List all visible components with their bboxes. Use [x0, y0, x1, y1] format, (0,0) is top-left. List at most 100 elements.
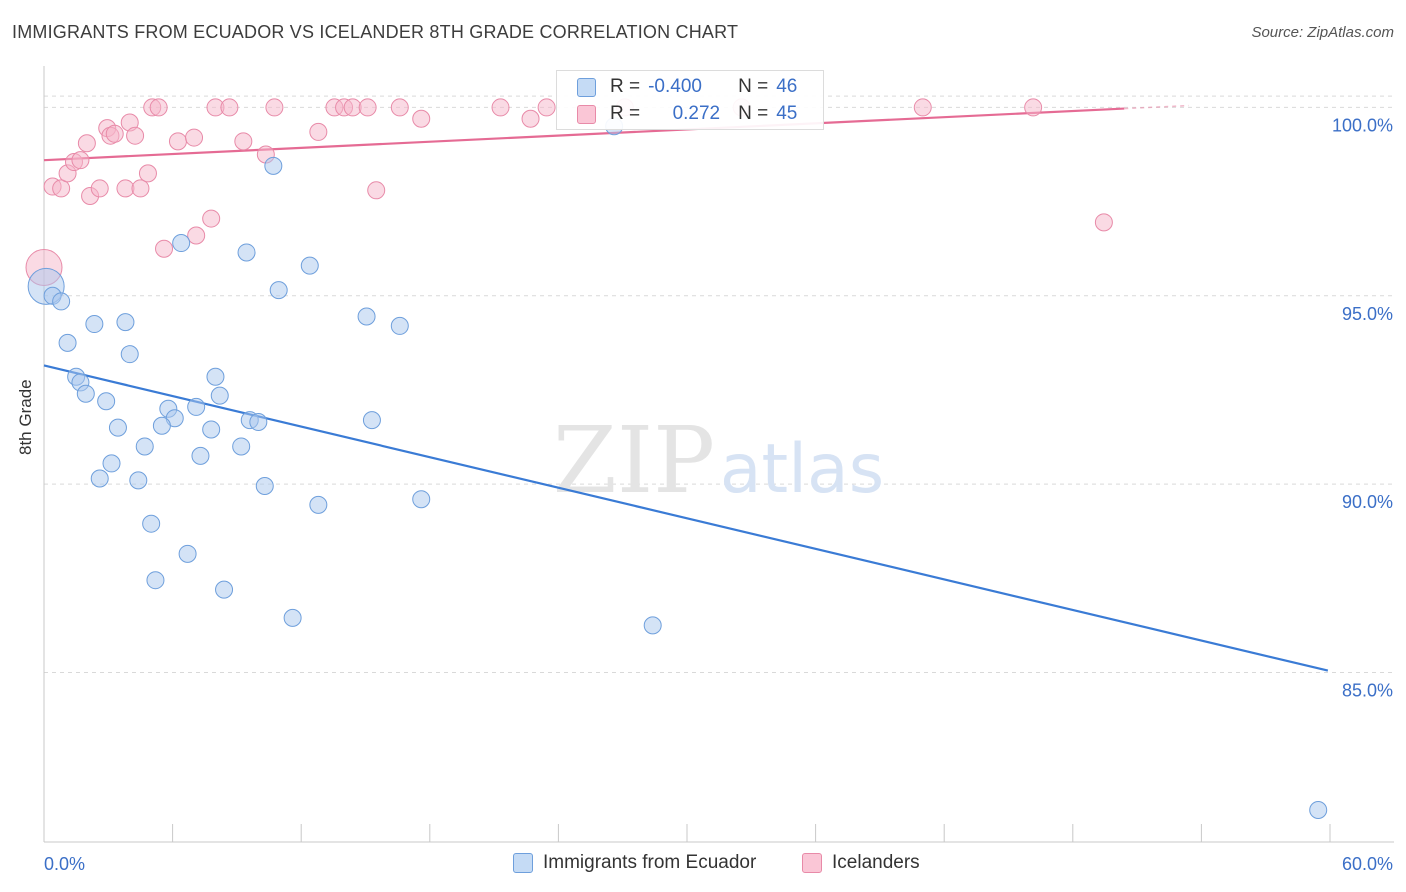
ecuador-point [269, 281, 288, 300]
watermark-atlas: atlas [720, 430, 884, 509]
ecuador-point [215, 580, 234, 599]
y-tick-label: 100.0% [1332, 115, 1393, 135]
n-label: N = [738, 76, 769, 97]
icelander-point [149, 98, 168, 117]
n-value: 45 [776, 103, 798, 124]
ecuador-point [300, 256, 319, 275]
icelander-point [105, 124, 124, 143]
icelander-point [537, 98, 556, 117]
r-label: R = [610, 76, 641, 97]
ecuador-point [643, 616, 662, 635]
ecuador-point [249, 412, 268, 431]
stats-legend: R = -0.400 N = 46 R = 0.272 N = 45 [556, 70, 824, 130]
r-value: -0.400 [648, 76, 702, 97]
icelander-point [131, 179, 150, 198]
legend-swatch-pink [802, 853, 822, 873]
icelander-point [309, 122, 328, 141]
source-label: Source: ZipAtlas.com [1251, 24, 1394, 41]
icelander-point [265, 98, 284, 117]
icelander-point [234, 132, 253, 151]
icelander-point [343, 98, 362, 117]
icelander-point [71, 151, 90, 170]
icelander-point [913, 98, 932, 117]
icelander-point [1024, 98, 1043, 117]
y-tick-label: 90.0% [1342, 492, 1393, 512]
ecuador-point [264, 156, 283, 175]
bottom-legend: Immigrants from Ecuador Icelanders [0, 852, 1406, 878]
legend-swatch-blue [513, 853, 533, 873]
ecuador-point [255, 477, 274, 496]
stats-row-ecuador: R = -0.400 N = 46 [577, 74, 797, 100]
icelander-point [168, 132, 187, 151]
y-tick-label: 85.0% [1342, 680, 1393, 700]
ecuador-point [97, 392, 116, 411]
blue-swatch [577, 77, 596, 97]
ecuador-point [129, 471, 148, 490]
ecuador-point [309, 495, 328, 514]
ecuador-point [283, 608, 302, 627]
legend-label-ecuador: Immigrants from Ecuador [543, 852, 757, 873]
ecuador-point [1309, 800, 1328, 819]
ecuador-point [108, 418, 127, 437]
ecuador-point [135, 437, 154, 456]
icelander-point [52, 179, 71, 198]
legend-item-icelanders: Icelanders [802, 852, 920, 874]
chart-title: IMMIGRANTS FROM ECUADOR VS ICELANDER 8TH… [12, 22, 739, 42]
icelander-point [220, 98, 239, 117]
x-tick-label: 60.0% [1342, 854, 1393, 874]
ecuador-point [357, 307, 376, 326]
ecuador-point [237, 243, 256, 262]
icelander-point [116, 179, 135, 198]
icelander-point [138, 164, 157, 183]
r-value: 0.272 [672, 103, 721, 124]
ecuador-point [187, 397, 206, 416]
ecuador-point [412, 490, 431, 509]
icelander-point [202, 209, 221, 228]
watermark: ZIP atlas [553, 407, 884, 514]
icelander-point [390, 98, 409, 117]
ecuador-point [206, 367, 225, 386]
icelander-point [367, 181, 386, 200]
pink-swatch [577, 104, 596, 124]
icelander-point [491, 98, 510, 117]
ecuador-point [85, 315, 104, 334]
ecuador-point [390, 316, 409, 335]
icelander-point [155, 239, 174, 258]
icelander-point [358, 98, 377, 117]
ecuador-point [191, 446, 210, 465]
ecuador-point [210, 386, 229, 405]
ecuador-point [58, 333, 77, 352]
legend-item-ecuador: Immigrants from Ecuador [513, 852, 756, 874]
ecuador-point [362, 411, 381, 430]
ecuador-point [120, 345, 139, 364]
icelander-point [77, 134, 96, 153]
n-label: N = [738, 103, 769, 124]
stats-row-icelanders: R = 0.272 N = 45 [577, 101, 797, 127]
icelander-point [521, 109, 540, 128]
ecuador-point [178, 544, 197, 563]
ecuador-point [52, 292, 71, 311]
ecuador-point [116, 313, 135, 332]
icelander-point [187, 226, 206, 245]
y-tick-label: 95.0% [1342, 304, 1393, 324]
legend-label-icelanders: Icelanders [832, 852, 920, 873]
ecuador-point [152, 416, 171, 435]
icelander-point [90, 179, 109, 198]
icelander-point [412, 109, 431, 128]
ecuador-point [90, 469, 109, 488]
ecuador-point [202, 420, 221, 439]
icelander-trend-extension [1124, 104, 1189, 110]
ecuador-point [232, 437, 251, 456]
icelander-point [126, 126, 145, 145]
ecuador-point [146, 571, 165, 590]
x-tick-label: 0.0% [44, 854, 85, 874]
ecuador-point [172, 234, 191, 253]
ecuador-point [76, 384, 95, 403]
watermark-zip: ZIP [553, 407, 715, 514]
ecuador-point [142, 514, 161, 533]
n-value: 46 [776, 76, 798, 97]
ecuador-point [102, 454, 121, 473]
icelander-trend-line [43, 107, 1125, 162]
icelander-point [185, 128, 204, 147]
